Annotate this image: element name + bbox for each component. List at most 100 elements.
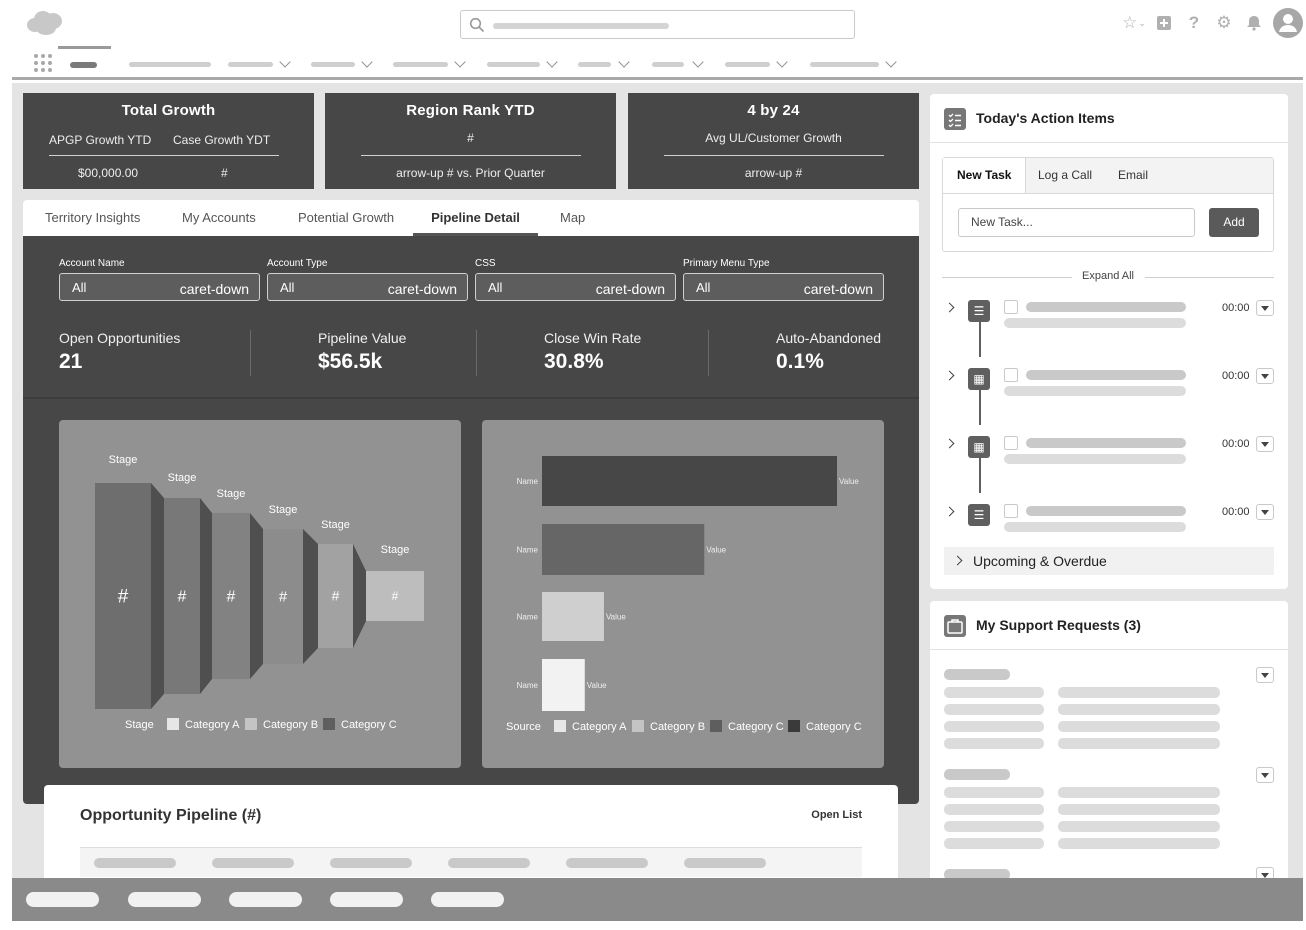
account-type-select[interactable]: All caret-down [267,273,468,301]
tab-territory-insights[interactable]: Territory Insights [45,210,141,225]
nav-item[interactable] [725,56,791,70]
opportunity-title: Opportunity Pipeline (#) [80,807,262,824]
calendar-icon: ▦ [968,436,990,458]
nav-item[interactable] [393,56,468,70]
tab-new-task[interactable]: New Task [943,158,1027,193]
tab-potential-growth[interactable]: Potential Growth [298,210,395,225]
utility-item[interactable] [26,892,99,907]
request-menu-button[interactable] [1256,867,1274,878]
global-search-input[interactable] [460,10,855,39]
filter-label: Account Type [267,258,328,269]
gear-icon[interactable]: ⚙ [1216,13,1232,32]
add-icon[interactable] [1153,12,1175,34]
open-list-link[interactable]: Open List [811,809,862,821]
tab-log-a-call[interactable]: Log a Call [1038,168,1093,182]
chevron-right-icon[interactable] [944,370,955,381]
chevron-right-icon[interactable] [944,438,955,449]
chevron-right-icon[interactable] [944,506,955,517]
task-menu-button[interactable] [1256,300,1274,316]
tab-pipeline-detail[interactable]: Pipeline Detail [413,200,538,236]
bar-chart-panel: Name Value Name Value Name Value Name Value Sour… [482,420,884,768]
bar-category-label: Name [517,613,539,622]
metric-value-right: # [221,166,228,180]
nav-item[interactable] [578,56,634,70]
nav-item[interactable] [311,56,377,70]
metric-value: arrow-up # [744,166,803,180]
metric-sub: # [467,131,474,145]
task-time: 00:00 [1222,506,1250,518]
legend-label: Category C [341,719,397,731]
utility-item[interactable] [330,892,403,907]
tab-my-accounts[interactable]: My Accounts [182,210,256,225]
task-menu-button[interactable] [1256,436,1274,452]
task-menu-button[interactable] [1256,368,1274,384]
metric-value-left: $00,000.00 [78,166,139,180]
chevron-down-icon [546,56,558,68]
funnel-connector [250,513,263,679]
app-nav-bar [12,46,1303,80]
bar-value-label: Value [606,613,626,622]
filter-label: Primary Menu Type [683,258,770,269]
expand-all-link[interactable]: Expand All [1082,270,1134,282]
utility-bar [12,878,1303,921]
tab-map[interactable]: Map [560,210,586,225]
support-request-item [944,867,1274,878]
utility-item[interactable] [229,892,302,907]
funnel-stage-label: Stage [269,504,298,516]
nav-item[interactable] [228,56,294,70]
add-task-button[interactable]: Add [1209,208,1259,237]
tab-email[interactable]: Email [1118,168,1149,182]
chevron-right-icon[interactable] [944,302,955,313]
css-select[interactable]: All caret-down [475,273,676,301]
bell-icon[interactable] [1243,12,1265,34]
horizontal-bar-chart: Name Value Name Value Name Value Name Value Sour… [506,456,862,733]
account-name-select[interactable]: All caret-down [59,273,260,301]
task-checkbox[interactable] [1004,368,1018,382]
request-menu-button[interactable] [1256,767,1274,783]
nav-item[interactable] [129,56,213,70]
funnel-stage-bar [212,513,250,679]
funnel-chart-panel: # Stage # Stage # Stage # Stage # Stage # Stage Stag… [59,420,461,768]
chevron-right-icon [952,555,963,566]
nav-item[interactable] [652,56,708,70]
metric-sub: Avg UL/Customer Growth [705,131,842,145]
task-checkbox[interactable] [1004,436,1018,450]
chevron-down-icon [692,56,704,68]
funnel-stage-bar [95,483,151,709]
bar [542,456,837,506]
nav-item[interactable] [810,56,900,70]
request-menu-button[interactable] [1256,667,1274,683]
metric-card-4-by-24: 4 by 24 Avg UL/Customer Growth arrow-up … [628,93,919,189]
task-list-icon: ☰ [968,504,990,526]
utility-item[interactable] [128,892,201,907]
upcoming-overdue-toggle[interactable]: Upcoming & Overdue [944,547,1274,575]
metric-sub-left: APGP Growth YTD [49,133,152,147]
bar [542,592,604,641]
opportunity-pipeline-card: Opportunity Pipeline (#) Open List [44,785,898,878]
nav-item-home[interactable] [58,46,111,77]
star-icon[interactable]: ☆ ⌄ [1122,13,1146,32]
funnel-stage-label: Stage [109,454,138,466]
funnel-stage-label: Stage [168,472,197,484]
help-icon[interactable]: ? [1188,13,1200,32]
funnel-value-label: # [279,589,288,606]
cloud-logo-icon[interactable] [26,10,64,36]
primary-menu-type-select[interactable]: All caret-down [683,273,884,301]
bar-value-label: Value [706,546,726,555]
funnel-stage-label: Stage [381,544,410,556]
nav-item[interactable] [487,56,559,70]
utility-item[interactable] [431,892,504,907]
new-task-input[interactable]: New Task... [958,208,1195,237]
funnel-value-label: # [118,586,129,607]
app-launcher-icon[interactable] [34,54,52,72]
task-checkbox[interactable] [1004,300,1018,314]
insights-tab-bar: Territory Insights My Accounts Potential… [23,200,919,236]
kpi-close-win-rate: Close Win Rate 30.8% [544,330,642,373]
task-menu-button[interactable] [1256,504,1274,520]
legend-label: Category C [806,721,862,733]
task-checkbox[interactable] [1004,504,1018,518]
chevron-down-icon [454,56,466,68]
legend-swatch [554,720,566,732]
avatar[interactable] [1273,8,1303,38]
bar [542,524,705,575]
